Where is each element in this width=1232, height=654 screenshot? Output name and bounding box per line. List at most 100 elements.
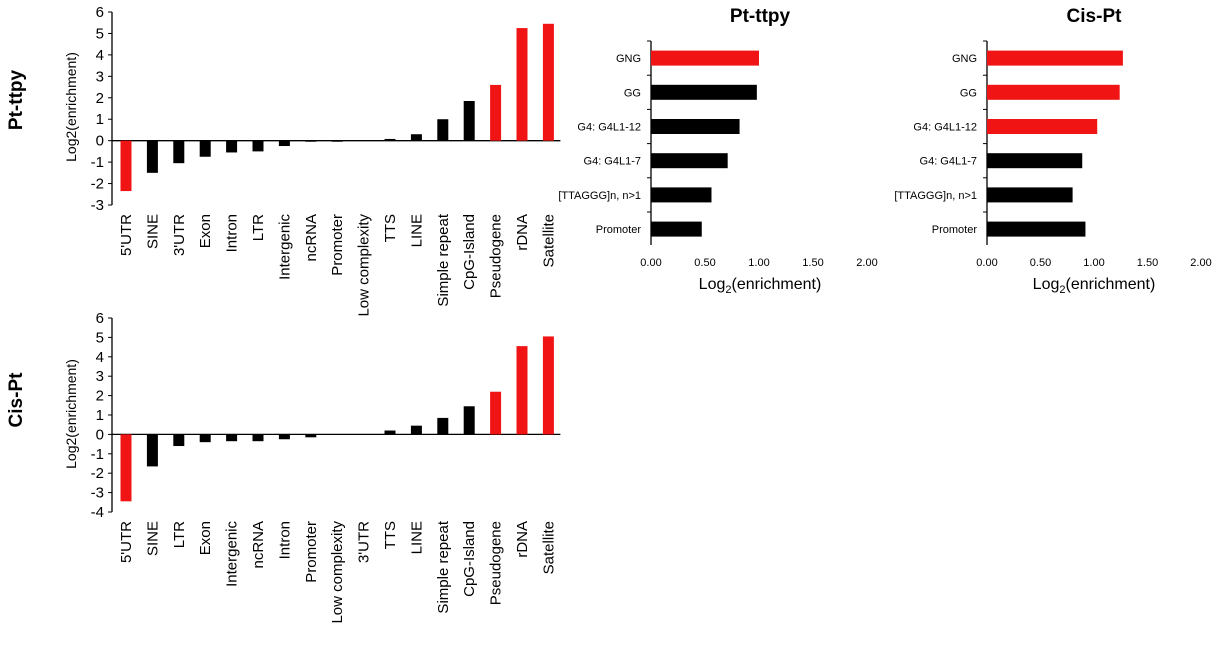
category-label: 3'UTR bbox=[356, 521, 373, 563]
category-label: [TTAGGG]n, n>1 bbox=[558, 190, 641, 202]
bar bbox=[226, 434, 238, 442]
category-label: GNG bbox=[616, 53, 641, 65]
category-label: G4: G4L1-12 bbox=[577, 122, 641, 134]
category-label: Intron bbox=[224, 214, 241, 252]
x-tick-label: 1.50 bbox=[802, 257, 823, 269]
x-tick-label: 1.00 bbox=[748, 257, 769, 269]
category-label: LTR bbox=[250, 214, 267, 241]
category-label: Intron bbox=[276, 521, 293, 559]
category-label: Exon bbox=[197, 521, 214, 555]
y-tick-label: 2 bbox=[96, 90, 104, 107]
bar bbox=[173, 434, 185, 447]
category-label: Exon bbox=[197, 214, 214, 248]
bar bbox=[987, 187, 1073, 203]
y-tick-label: -1 bbox=[91, 446, 104, 463]
x-axis-label: Log2(enrichment) bbox=[1033, 276, 1156, 296]
category-label: Low complexity bbox=[356, 214, 373, 317]
category-label: LINE bbox=[408, 214, 425, 247]
y-tick-label: 5 bbox=[96, 329, 104, 346]
bar bbox=[516, 346, 528, 435]
y-axis-label: Log2(enrichment) bbox=[63, 52, 79, 162]
y-tick-label: -3 bbox=[91, 485, 104, 502]
chart-title: Pt-ttpy bbox=[730, 6, 791, 27]
bar bbox=[410, 425, 422, 435]
bar bbox=[542, 23, 554, 141]
bar bbox=[437, 417, 449, 435]
chart-title: Cis-Pt bbox=[1067, 6, 1123, 27]
bar bbox=[278, 434, 290, 440]
x-tick-label: 2.00 bbox=[1190, 257, 1211, 269]
category-label: Promoter bbox=[596, 224, 642, 236]
bar bbox=[278, 140, 290, 147]
bar bbox=[463, 100, 475, 141]
category-label: TTS bbox=[382, 214, 399, 242]
bar bbox=[305, 434, 317, 438]
bar bbox=[146, 434, 158, 467]
vertical-bar-chart-pt-ttpy: Log2(enrichment) 6 5 4 3 2 1 0 -1 -2 -3 5'UTR SINE 3… bbox=[63, 4, 561, 317]
category-label: Promoter bbox=[303, 521, 320, 583]
x-axis-label: Log2(enrichment) bbox=[699, 276, 822, 296]
horizontal-bar-chart-cis-pt: Cis-Pt Log2(enrichment) GNG GG G4: G4L1-12… bbox=[894, 6, 1211, 296]
category-label: Satellite bbox=[540, 214, 557, 267]
y-tick-label: 5 bbox=[96, 25, 104, 42]
bar bbox=[987, 153, 1083, 169]
category-label: Simple repeat bbox=[435, 213, 452, 306]
y-tick-label: 1 bbox=[96, 111, 104, 128]
category-label: GG bbox=[624, 87, 641, 99]
horizontal-bar-chart-pt-ttpy: Pt-ttpy Log2(enrichment) GNG GG G4: G4L1-1… bbox=[558, 6, 877, 296]
bar bbox=[651, 221, 702, 237]
row-label-cis-pt: Cis-Pt bbox=[6, 372, 27, 428]
y-tick-label: -2 bbox=[91, 465, 104, 482]
category-label: Promoter bbox=[932, 224, 978, 236]
y-tick-label: 4 bbox=[96, 47, 104, 64]
bar bbox=[252, 434, 264, 442]
bar bbox=[120, 140, 132, 192]
y-tick-label: 3 bbox=[96, 68, 104, 85]
category-label: Simple repeat bbox=[435, 520, 452, 613]
bar bbox=[490, 391, 502, 435]
bar bbox=[331, 140, 343, 142]
category-label: CpG-Island bbox=[461, 521, 478, 597]
bar bbox=[651, 119, 740, 134]
y-tick-label: 6 bbox=[96, 4, 104, 21]
category-label: SINE bbox=[144, 214, 161, 249]
y-tick-label: 6 bbox=[96, 310, 104, 327]
bar bbox=[437, 119, 449, 141]
category-label: GG bbox=[960, 87, 977, 99]
bar bbox=[173, 140, 185, 164]
bar bbox=[987, 221, 1086, 237]
category-label: GNG bbox=[952, 53, 977, 65]
bar bbox=[651, 187, 712, 203]
bar bbox=[987, 119, 1098, 134]
y-tick-label: -1 bbox=[91, 154, 104, 171]
category-label: 3'UTR bbox=[171, 214, 188, 256]
category-label: CpG-Island bbox=[461, 214, 478, 290]
bar bbox=[987, 50, 1123, 66]
bar bbox=[542, 336, 554, 435]
category-label: 5'UTR bbox=[118, 214, 135, 256]
bar bbox=[987, 84, 1120, 100]
y-tick-label: -2 bbox=[91, 176, 104, 193]
category-label: Low complexity bbox=[329, 521, 346, 624]
y-tick-label: 1 bbox=[96, 407, 104, 424]
bar bbox=[410, 134, 422, 141]
y-tick-label: 3 bbox=[96, 368, 104, 385]
bar bbox=[305, 140, 317, 142]
bar bbox=[651, 153, 728, 169]
x-tick-label: 0.00 bbox=[976, 257, 997, 269]
bar bbox=[490, 84, 502, 141]
bar bbox=[651, 84, 757, 100]
x-tick-label: 2.00 bbox=[856, 257, 877, 269]
x-tick-label: 0.00 bbox=[640, 257, 661, 269]
bar bbox=[463, 406, 475, 435]
bar bbox=[146, 140, 158, 173]
y-tick-label: 0 bbox=[96, 426, 104, 443]
x-tick-label: 0.50 bbox=[694, 257, 715, 269]
x-tick-label: 1.00 bbox=[1083, 257, 1104, 269]
bar bbox=[651, 50, 759, 66]
y-tick-label: 0 bbox=[96, 133, 104, 150]
bar bbox=[226, 140, 238, 153]
category-label: LINE bbox=[408, 521, 425, 554]
bar bbox=[120, 434, 132, 502]
